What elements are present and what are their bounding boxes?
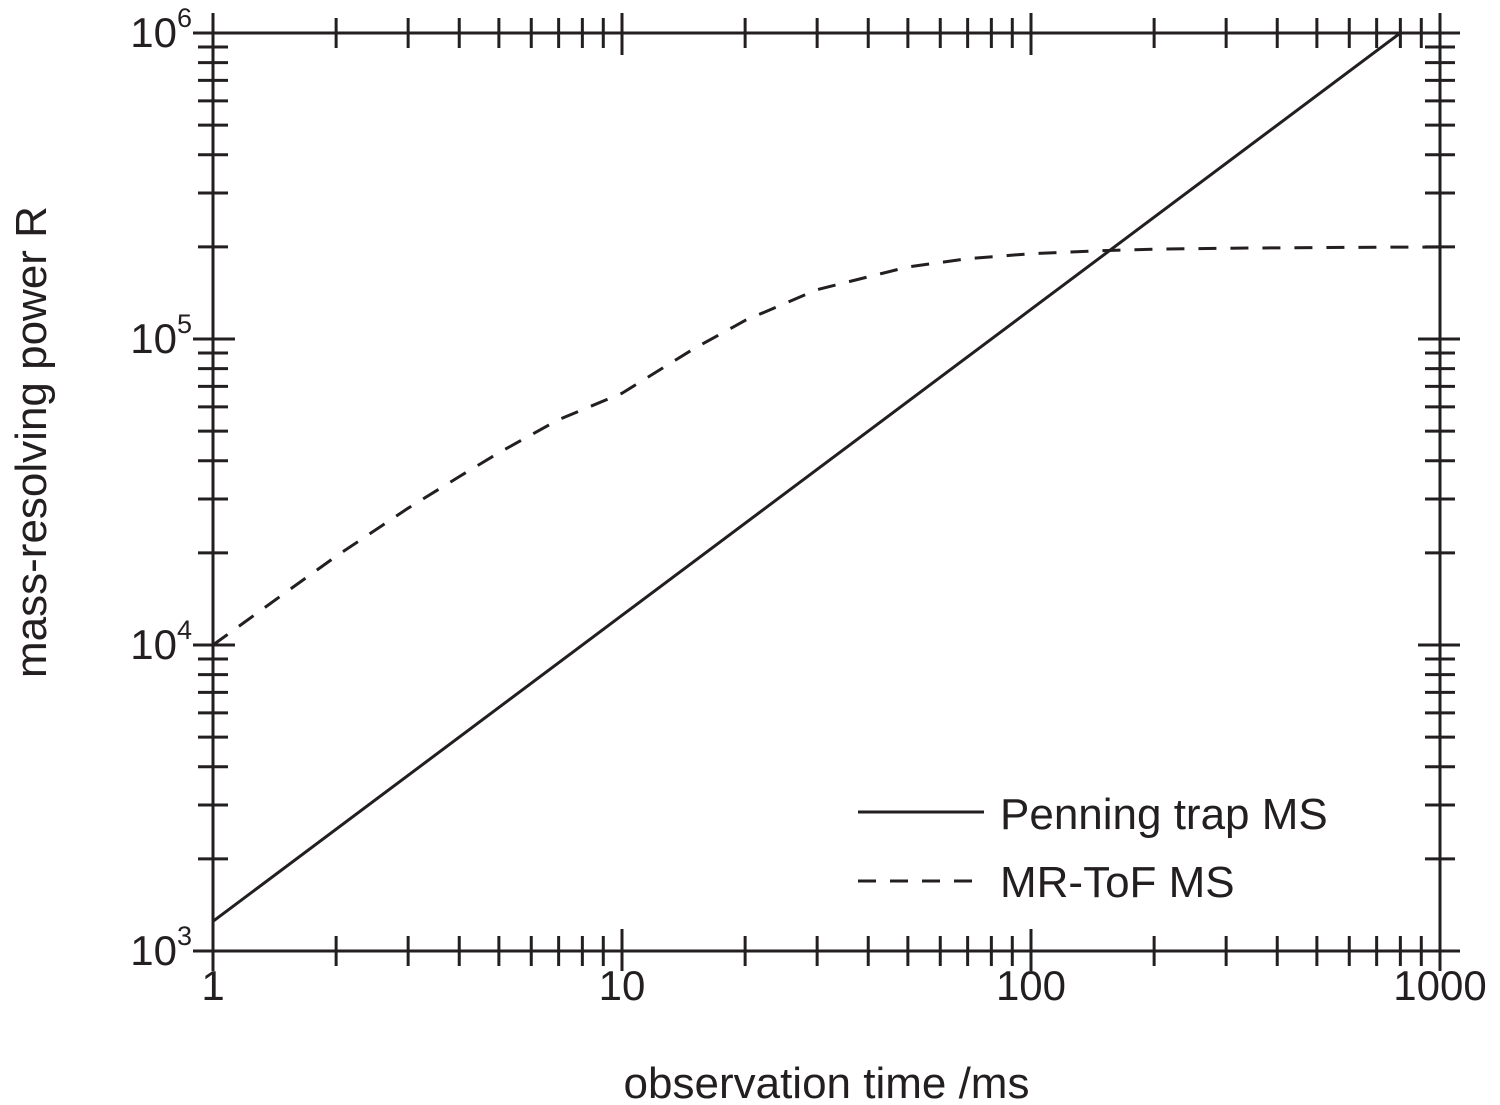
- series-line-0: [212, 31, 1402, 923]
- series-line-1: [212, 245, 1441, 647]
- x-tick-label: 100: [996, 962, 1066, 1009]
- y-tick-label: 104: [130, 615, 192, 668]
- legend-label-mr-tof: MR-ToF MS: [1000, 858, 1235, 907]
- y-tick-label: 105: [130, 309, 192, 362]
- y-tick-label: 103: [130, 921, 192, 974]
- x-tick-label: 1: [201, 962, 224, 1009]
- y-tick-label: 106: [130, 3, 192, 56]
- plot-frame: [211, 31, 1442, 953]
- tick-labels: 1 10 100 1000 103 104 105 106: [130, 3, 1486, 1009]
- legend-label-penning-trap: Penning trap MS: [1000, 790, 1328, 839]
- x-axis-title: observation time /ms: [624, 1059, 1030, 1105]
- y-axis-title: mass-resolving power R: [7, 206, 56, 678]
- legend: Penning trap MS MR-ToF MS: [858, 790, 1328, 907]
- x-tick-label: 10: [599, 962, 646, 1009]
- series-layer: [212, 31, 1441, 923]
- x-tick-label: 1000: [1393, 962, 1486, 1009]
